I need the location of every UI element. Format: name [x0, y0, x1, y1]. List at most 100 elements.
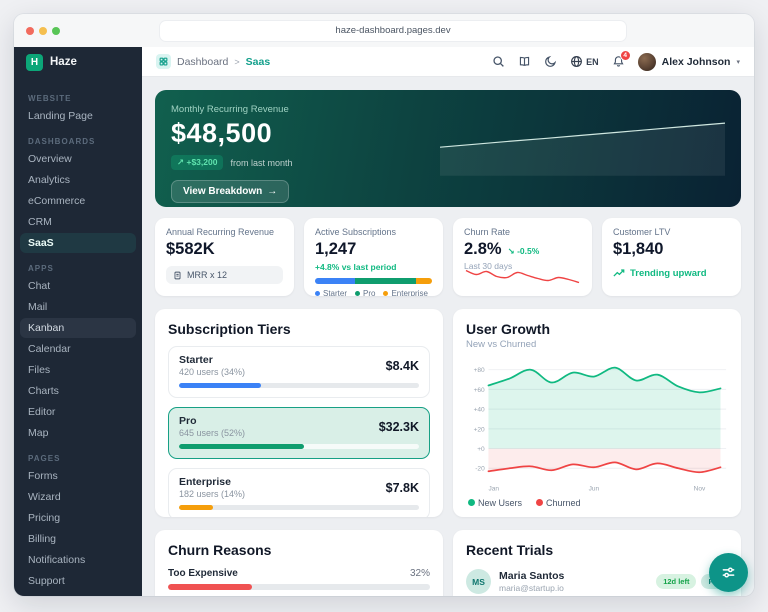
- kpi-value: 1,247: [315, 240, 357, 258]
- sidebar-item-map[interactable]: Map: [28, 427, 49, 439]
- sliders-icon: [722, 567, 735, 578]
- user-name: Alex Johnson: [661, 55, 731, 68]
- sidebar-item-billing[interactable]: Billing: [28, 533, 57, 545]
- language-switcher[interactable]: EN: [570, 55, 599, 68]
- mix-segment-enterprise: [415, 278, 432, 284]
- sidebar-item-editor[interactable]: Editor: [28, 406, 56, 418]
- user-menu[interactable]: Alex Johnson ▾: [637, 52, 740, 71]
- user-growth-legend: New Users Churned: [466, 496, 728, 508]
- tier-row-pro[interactable]: Pro 645 users (52%) $32.3K: [168, 407, 430, 459]
- brand-logo-icon: H: [26, 53, 43, 71]
- legend-item-churned: Churned: [536, 498, 581, 508]
- sidebar-item-analytics[interactable]: Analytics: [28, 174, 71, 186]
- panel-subtitle: New vs Churned: [466, 339, 537, 350]
- churn-reason-row: Too Expensive 32%: [168, 568, 430, 590]
- sidebar-item-calendar[interactable]: Calendar: [28, 343, 71, 355]
- docs-book-icon[interactable]: [518, 55, 531, 68]
- kpi-delta: +4.8% vs last period: [315, 262, 397, 272]
- sidebar-item-files[interactable]: Files: [28, 364, 51, 376]
- subscription-mix-bar: [315, 278, 432, 284]
- sidebar-item-overview[interactable]: Overview: [28, 153, 72, 165]
- tier-name: Enterprise: [179, 476, 231, 488]
- panel-title: Churn Reasons: [168, 542, 272, 558]
- topbar: Dashboard > Saas EN 4: [142, 47, 754, 77]
- kpi-card-arr: Annual Recurring Revenue $582K MRR x 12: [155, 218, 294, 296]
- tier-revenue: $8.4K: [385, 358, 419, 373]
- sidebar-item-wizard[interactable]: Wizard: [28, 491, 61, 503]
- mrr-delta-badge: ↗ +$3,200: [171, 155, 224, 170]
- kpi-card-churn: Churn Rate 2.8% ↘ -0.5% Last 30 days: [453, 218, 592, 296]
- sidebar-item-forms[interactable]: Forms: [28, 470, 58, 482]
- notification-count-badge: 4: [619, 50, 631, 61]
- tier-row-enterprise[interactable]: Enterprise 182 users (14%) $7.8K: [168, 468, 430, 517]
- bottom-row: Churn Reasons Too Expensive 32% Recent T…: [155, 530, 741, 596]
- kpi-label: Annual Recurring Revenue: [166, 227, 275, 237]
- trial-name: Maria Santos: [499, 570, 565, 582]
- mrr-delta-caption: from last month: [230, 157, 293, 168]
- kpi-label: Churn Rate: [464, 227, 511, 237]
- sidebar-item-ecommerce[interactable]: eCommerce: [28, 195, 86, 207]
- legend-item: Enterprise: [383, 289, 428, 296]
- trial-time-left-badge: 12d left: [656, 574, 697, 589]
- close-window-button[interactable]: [26, 26, 34, 35]
- reason-name: Too Expensive: [168, 568, 238, 579]
- tier-name: Starter: [179, 354, 213, 366]
- sidebar-item-support[interactable]: Support: [28, 575, 65, 587]
- legend-dot: [315, 291, 320, 296]
- legend-dot: [355, 291, 361, 296]
- customizer-fab-button[interactable]: [709, 553, 748, 592]
- tier-row-starter[interactable]: Starter 420 users (34%) $8.4K: [168, 346, 430, 398]
- trial-row[interactable]: MS Maria Santos maria@startup.io 12d lef…: [466, 569, 728, 594]
- kpi-delta: ↘ -0.5%: [507, 246, 540, 256]
- ltv-trend-text: Trending upward: [630, 268, 707, 279]
- brand-logo[interactable]: H Haze: [14, 47, 142, 77]
- breadcrumb-root[interactable]: Dashboard: [177, 55, 229, 68]
- search-icon[interactable]: [492, 55, 505, 68]
- kpi-caption: Last 30 days: [464, 261, 513, 271]
- sidebar-item-kanban[interactable]: Kanban: [20, 318, 136, 338]
- minimize-window-button[interactable]: [39, 26, 47, 35]
- maximize-window-button[interactable]: [52, 26, 60, 35]
- recent-trials-card: Recent Trials MS Maria Santos maria@star…: [453, 530, 741, 596]
- tier-name: Pro: [179, 415, 197, 427]
- sidebar-section-label: WEBSITE: [28, 94, 72, 103]
- sidebar-item-charts[interactable]: Charts: [28, 385, 59, 397]
- trial-avatar: MS: [466, 569, 491, 594]
- churn-rate-sparkline: [464, 264, 581, 289]
- sidebar-item-mail[interactable]: Mail: [28, 301, 48, 313]
- notifications-button[interactable]: 4: [612, 50, 631, 68]
- sidebar-item-landing-page[interactable]: Landing Page: [28, 110, 93, 122]
- middle-row: Subscription Tiers Starter 420 users (34…: [155, 309, 741, 517]
- legend-dot: [536, 498, 544, 506]
- sidebar-item-crm[interactable]: CRM: [28, 216, 52, 228]
- legend-item-new-users: New Users: [468, 498, 522, 508]
- subscription-tiers-card: Subscription Tiers Starter 420 users (34…: [155, 309, 443, 517]
- tier-revenue: $7.8K: [385, 480, 419, 495]
- sidebar-item-chat[interactable]: Chat: [28, 280, 51, 292]
- trial-list: MS Maria Santos maria@startup.io 12d lef…: [466, 569, 728, 594]
- legend-dot: [468, 498, 475, 506]
- user-growth-chart: +80 +60 +40 +20 +0 -20 Jan Jun Nov: [466, 354, 728, 496]
- kpi-label: Active Subscriptions: [315, 227, 397, 237]
- globe-icon: [571, 56, 583, 67]
- legend-item: Starter: [315, 289, 347, 296]
- breadcrumb-separator: >: [234, 56, 240, 67]
- address-bar[interactable]: haze-dashboard.pages.dev: [160, 20, 626, 41]
- document-icon: [174, 271, 181, 279]
- svg-text:+40: +40: [474, 406, 485, 413]
- tier-users: 182 users (14%): [179, 489, 246, 499]
- breadcrumb-current: Saas: [245, 55, 271, 68]
- sidebar-item-components[interactable]: Components: [20, 592, 136, 596]
- sidebar-item-pricing[interactable]: Pricing: [28, 512, 61, 524]
- kpi-value: 2.8%: [464, 240, 502, 258]
- svg-text:+80: +80: [474, 367, 485, 374]
- chevron-down-icon: ▾: [736, 58, 740, 66]
- sidebar-item-notifications[interactable]: Notifications: [28, 554, 86, 566]
- svg-text:Jun: Jun: [589, 486, 600, 493]
- window-controls: [26, 26, 60, 35]
- dark-mode-moon-icon[interactable]: [544, 55, 557, 68]
- arrow-right-icon: →: [267, 186, 278, 197]
- sidebar-item-saas[interactable]: SaaS: [20, 233, 136, 253]
- view-breakdown-button[interactable]: View Breakdown →: [171, 180, 290, 203]
- sidebar-section-label: APPS: [28, 264, 54, 273]
